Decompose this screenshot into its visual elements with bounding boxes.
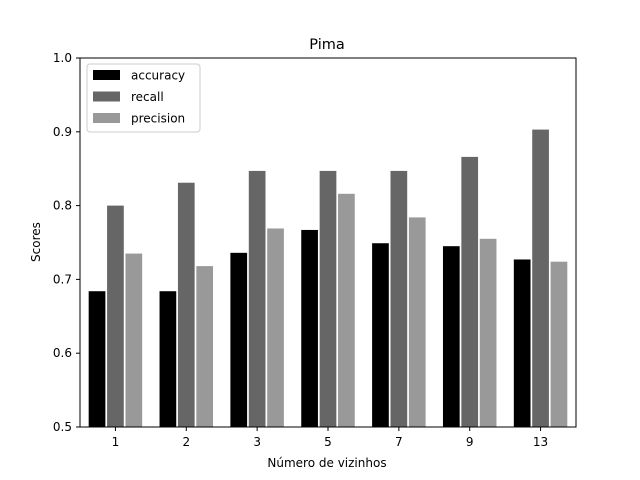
bar-recall-1: [107, 205, 124, 427]
x-tick-label: 1: [112, 435, 120, 449]
bar-precision-3: [267, 228, 284, 427]
y-axis-label: Scores: [29, 222, 43, 262]
legend-swatch-recall: [93, 91, 120, 102]
y-tick-label: 0.9: [53, 125, 72, 139]
bar-recall-7: [390, 170, 408, 427]
bar-accuracy-5: [301, 229, 318, 427]
bar-accuracy-2: [159, 291, 177, 427]
bar-precision-7: [408, 217, 426, 427]
legend-swatch-precision: [93, 113, 120, 123]
x-tick-label: 5: [324, 435, 332, 449]
bar-accuracy-9: [442, 246, 460, 427]
bar-precision-2: [196, 266, 214, 427]
bar-recall-13: [532, 129, 549, 427]
x-tick-label: 9: [466, 435, 474, 449]
legend-label-accuracy: accuracy: [131, 69, 185, 83]
bar-accuracy-3: [230, 252, 248, 427]
bar-accuracy-13: [513, 259, 531, 427]
bar-accuracy-7: [372, 243, 389, 427]
bar-precision-9: [479, 238, 497, 427]
x-tick-label: 7: [395, 435, 403, 449]
y-axis: 0.5 0.6 0.7 0.8 0.9 1.0: [53, 51, 80, 434]
y-tick-label: 0.7: [53, 272, 72, 286]
x-tick-label: 3: [253, 435, 261, 449]
x-tick-label: 2: [182, 435, 190, 449]
y-tick-label: 0.6: [53, 346, 72, 360]
bar-precision-5: [338, 193, 355, 427]
bars-group: [88, 129, 568, 427]
y-tick-label: 0.5: [53, 420, 72, 434]
legend-label-recall: recall: [131, 90, 164, 104]
bar-precision-13: [550, 261, 568, 427]
bar-recall-2: [177, 182, 195, 427]
legend: accuracy recall precision: [86, 63, 201, 133]
y-tick-label: 1.0: [53, 51, 72, 65]
bar-precision-1: [125, 253, 143, 427]
x-axis-label: Número de vizinhos: [267, 456, 386, 470]
bar-recall-5: [319, 170, 337, 427]
legend-swatch-accuracy: [93, 70, 120, 80]
bar-recall-3: [248, 170, 266, 427]
x-tick-label: 13: [533, 435, 548, 449]
x-axis: 1 2 3 5 7 9 13: [112, 427, 548, 449]
y-tick-label: 0.8: [53, 199, 72, 213]
bar-accuracy-1: [88, 291, 106, 427]
bar-recall-9: [461, 156, 479, 427]
chart-title: Pima: [309, 37, 344, 53]
legend-label-precision: precision: [131, 112, 185, 126]
